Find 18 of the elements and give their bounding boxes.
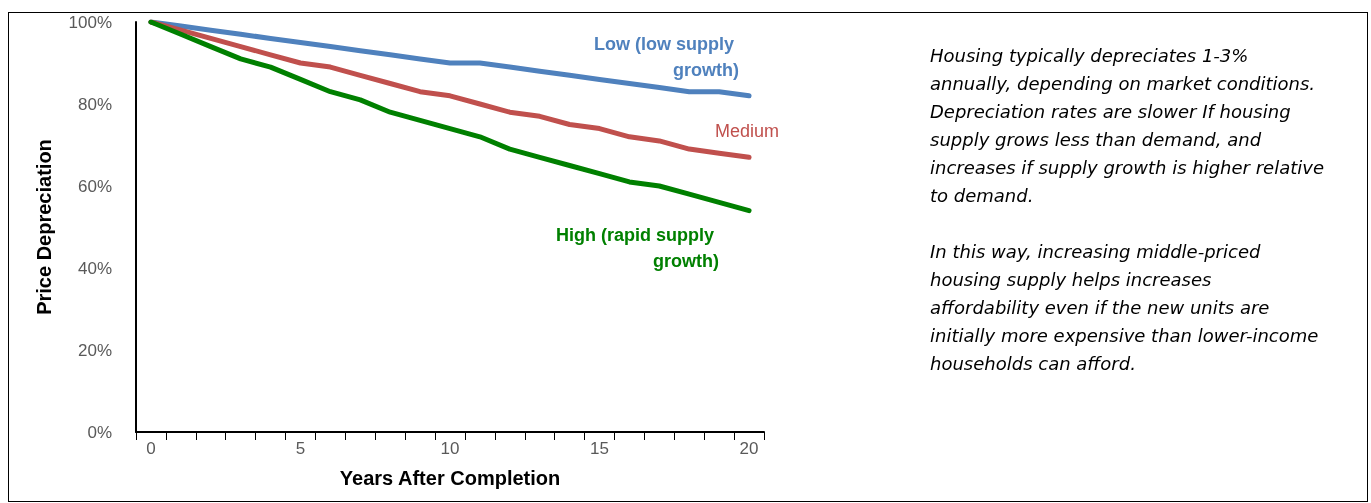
y-tick-label: 80% <box>77 94 112 114</box>
x-tick-label: 5 <box>295 439 306 458</box>
x-tick-label: 0 <box>146 439 156 458</box>
x-tick-label: 15 <box>590 439 609 458</box>
y-tick-label: 40% <box>77 258 112 278</box>
text: Housing typically depreciates 1-3% annually, depending on market conditions. Depreciation rates are slower If housing supply grows less than demand, and increases if supply growth is higher relative to demand. <box>930 44 1325 208</box>
series-label: Low (low supply growth) <box>594 33 740 80</box>
x-tick-label: 20 <box>739 439 759 458</box>
y-tick-label: 60% <box>77 176 112 196</box>
series-label: High (rapid supply growth) <box>556 224 720 271</box>
y-axis-title: Price Depreciation <box>33 139 55 315</box>
x-tick-label: 10 <box>440 439 460 458</box>
y-tick-label: 100% <box>68 12 112 32</box>
y-tick-label: 20% <box>77 340 112 360</box>
text: In this way, increasing middle-priced housing supply helps increases affordability even if the new units are initially more expensive than lower-income households can afford. <box>930 240 1320 376</box>
y-tick-label: 0% <box>87 422 112 442</box>
x-axis-title: Years After Completion <box>339 467 561 489</box>
series-label: Medium <box>715 121 780 142</box>
